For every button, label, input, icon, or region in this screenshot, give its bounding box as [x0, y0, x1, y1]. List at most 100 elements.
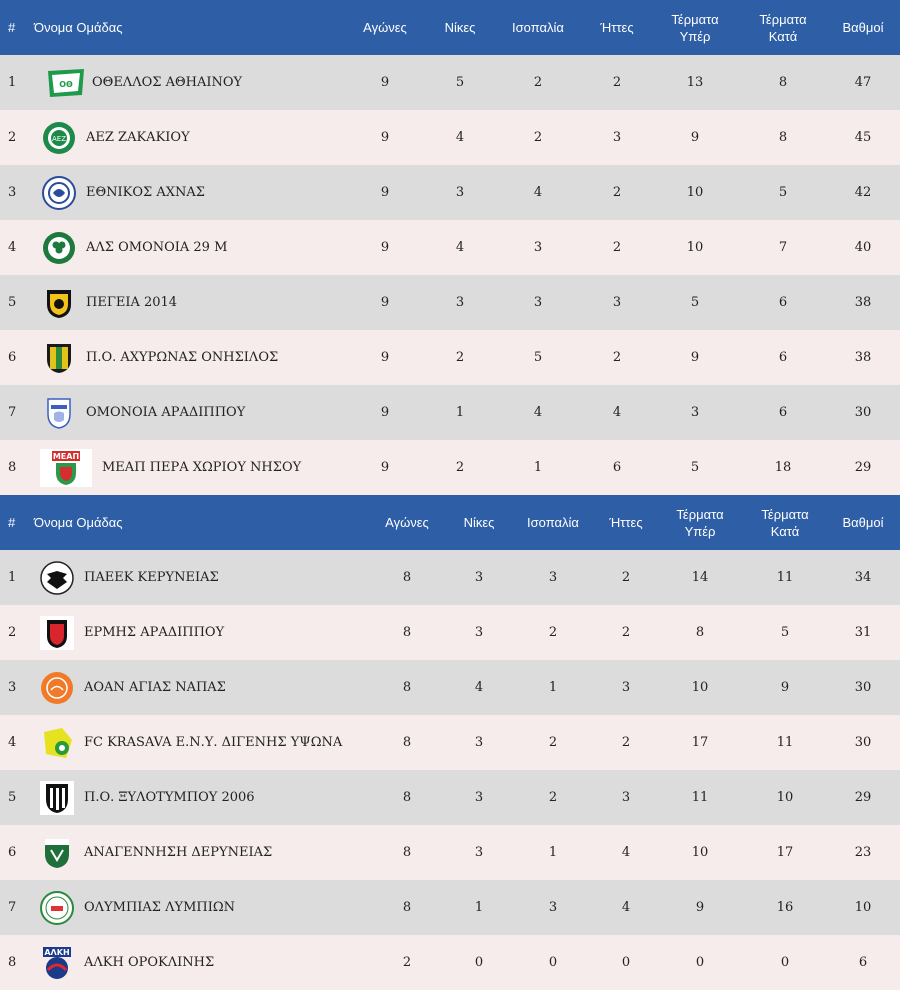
col-header-losses: Ήττες [600, 20, 634, 35]
team-cell[interactable]: FC KRASAVA Ε.Ν.Υ. ΔΙΓΕΝΗΣ ΥΨΩΝΑ [30, 715, 366, 770]
goals-against-cell: 17 [776, 845, 794, 860]
team-cell[interactable]: ΕΘΝΙΚΟΣ ΑΧΝΑΣ [30, 165, 342, 220]
team-name: ΠΑΕΕΚ ΚΕΡΥΝΕΙΑΣ [84, 570, 219, 585]
draws-cell: 5 [533, 350, 543, 365]
team-cell[interactable]: ΑΛΚΗ ΑΛΚΗ ΟΡΟΚΛΙΝΗΣ [30, 935, 366, 990]
goals-for-cell: 17 [691, 735, 709, 750]
team-cell[interactable]: Π.Ο. ΞΥΛΟΤΥΜΠΟΥ 2006 [30, 770, 366, 825]
col-header-position: # [8, 20, 16, 35]
losses-cell: 6 [612, 460, 622, 475]
table-row: 6 Π.Ο. ΑΧΥΡΩΝΑΣ ΟΝΗΣΙΛΟΣ 9 2 5 2 9 6 38 [0, 330, 900, 385]
team-name: FC KRASAVA Ε.Ν.Υ. ΔΙΓΕΝΗΣ ΥΨΩΝΑ [84, 735, 343, 750]
standings-table-1: # Όνομα Ομάδας Αγώνες Νίκες Ισοπαλία Ήττ… [0, 0, 900, 495]
draws-cell: 3 [548, 570, 558, 585]
team-cell[interactable]: ΑΕΖ ΑΕΖ ΖΑΚΑΚΙΟΥ [30, 110, 342, 165]
team-cell[interactable]: ΠΕΓΕΙΑ 2014 [30, 275, 342, 330]
played-cell: 8 [402, 900, 412, 915]
table-row: 2 ΕΡΜΗΣ ΑΡΑΔΙΠΠΟΥ 8 3 2 2 8 5 31 [0, 605, 900, 660]
losses-cell: 2 [621, 625, 631, 640]
team-cell[interactable]: ΜΕΑΠ ΜΕΑΠ ΠΕΡΑ ΧΩΡΙΟΥ ΝΗΣΟΥ [30, 440, 342, 495]
standings-table-2: # Όνομα Ομάδας Αγώνες Νίκες Ισοπαλία Ήττ… [0, 495, 900, 990]
draws-cell: 4 [533, 185, 543, 200]
team-cell[interactable]: ΕΡΜΗΣ ΑΡΑΔΙΠΠΟΥ [30, 605, 366, 660]
goals-against-cell: 6 [778, 350, 788, 365]
team-name: ΟΘΕΛΛΟΣ ΑΘΗΑΙΝΟΥ [92, 75, 243, 90]
position-cell: 5 [8, 790, 17, 805]
col-header-losses: Ήττες [609, 515, 643, 530]
team-cell[interactable]: ΑΝΑΓΕΝΝΗΣΗ ΔΕΡΥΝΕΙΑΣ [30, 825, 366, 880]
col-header-wins: Νίκες [444, 20, 476, 35]
paeek-crest-icon [40, 560, 74, 595]
goals-for-cell: 8 [695, 625, 705, 640]
losses-cell: 2 [612, 350, 622, 365]
team-name: ΑΕΖ ΖΑΚΑΚΙΟΥ [86, 130, 190, 145]
team-name: ΑΛΣ ΟΜΟΝΟΙΑ 29 Μ [86, 240, 228, 255]
goals-against-cell: 8 [778, 130, 788, 145]
team-name: ΑΛΚΗ ΟΡΟΚΛΙΝΗΣ [84, 955, 215, 970]
goals-against-cell: 10 [776, 790, 794, 805]
goals-for-cell: 14 [691, 570, 709, 585]
goals-against-cell: 0 [780, 955, 790, 970]
wins-cell: 5 [455, 75, 465, 90]
achyronas-crest-icon [42, 341, 76, 375]
wins-cell: 3 [455, 185, 465, 200]
table-row: 7 ΟΜΟΝΟΙΑ ΑΡΑΔΙΠΠΟΥ 9 1 4 4 3 6 30 [0, 385, 900, 440]
points-cell: 23 [854, 845, 872, 860]
team-cell[interactable]: ΟΘ ΟΘΕΛΛΟΣ ΑΘΗΑΙΝΟΥ [30, 55, 342, 110]
goals-for-cell: 3 [690, 405, 700, 420]
draws-cell: 2 [548, 735, 558, 750]
points-cell: 47 [854, 75, 872, 90]
position-cell: 6 [8, 350, 17, 365]
wins-cell: 4 [455, 130, 465, 145]
points-cell: 40 [854, 240, 872, 255]
table-row: 3 ΑΟΑΝ ΑΓΙΑΣ ΝΑΠΑΣ 8 4 1 3 10 9 30 [0, 660, 900, 715]
col-header-goals-against: Τέρματα Κατά [759, 11, 807, 44]
table-row: 6 ΑΝΑΓΕΝΝΗΣΗ ΔΕΡΥΝΕΙΑΣ 8 3 1 4 10 17 23 [0, 825, 900, 880]
losses-cell: 2 [612, 75, 622, 90]
points-cell: 42 [854, 185, 872, 200]
goals-for-cell: 10 [691, 680, 709, 695]
goals-against-cell: 8 [778, 75, 788, 90]
col-header-position: # [8, 515, 16, 530]
goals-against-cell: 7 [778, 240, 788, 255]
losses-cell: 2 [612, 240, 622, 255]
position-cell: 7 [8, 900, 17, 915]
points-cell: 34 [854, 570, 872, 585]
goals-against-cell: 16 [776, 900, 794, 915]
wins-cell: 3 [474, 790, 484, 805]
points-cell: 45 [854, 130, 872, 145]
wins-cell: 3 [474, 570, 484, 585]
team-name: ΜΕΑΠ ΠΕΡΑ ΧΩΡΙΟΥ ΝΗΣΟΥ [102, 460, 302, 475]
goals-for-cell: 0 [695, 955, 705, 970]
team-cell[interactable]: ΟΛΥΜΠΙΑΣ ΛΥΜΠΙΩΝ [30, 880, 366, 935]
xylotymbou-crest-icon [40, 780, 74, 815]
wins-cell: 2 [455, 460, 465, 475]
played-cell: 8 [402, 790, 412, 805]
wins-cell: 2 [455, 350, 465, 365]
team-name: ΑΟΑΝ ΑΓΙΑΣ ΝΑΠΑΣ [84, 680, 226, 695]
omonoia-aradippou-crest-icon [42, 396, 76, 430]
team-cell[interactable]: Π.Ο. ΑΧΥΡΩΝΑΣ ΟΝΗΣΙΛΟΣ [30, 330, 342, 385]
team-cell[interactable]: ΟΜΟΝΟΙΑ ΑΡΑΔΙΠΠΟΥ [30, 385, 342, 440]
position-cell: 3 [8, 185, 17, 200]
team-cell[interactable]: ΑΟΑΝ ΑΓΙΑΣ ΝΑΠΑΣ [30, 660, 366, 715]
svg-text:ΑΕΖ: ΑΕΖ [52, 135, 66, 143]
played-cell: 8 [402, 570, 412, 585]
othellos-crest-icon: ΟΘ [40, 66, 84, 100]
position-cell: 2 [8, 625, 17, 640]
team-cell[interactable]: ΑΛΣ ΟΜΟΝΟΙΑ 29 Μ [30, 220, 342, 275]
losses-cell: 2 [621, 735, 631, 750]
col-header-goals-against: Τέρματα Κατά [761, 506, 809, 539]
col-header-draws: Ισοπαλία [512, 20, 564, 35]
played-cell: 8 [402, 845, 412, 860]
wins-cell: 3 [455, 295, 465, 310]
goals-against-cell: 11 [776, 570, 794, 585]
team-cell[interactable]: ΠΑΕΕΚ ΚΕΡΥΝΕΙΑΣ [30, 550, 366, 605]
col-header-points: Βαθμοί [842, 515, 884, 530]
draws-cell: 2 [548, 625, 558, 640]
played-cell: 9 [380, 350, 390, 365]
wins-cell: 3 [474, 625, 484, 640]
aoan-crest-icon [40, 671, 74, 705]
played-cell: 9 [380, 185, 390, 200]
points-cell: 30 [854, 405, 872, 420]
